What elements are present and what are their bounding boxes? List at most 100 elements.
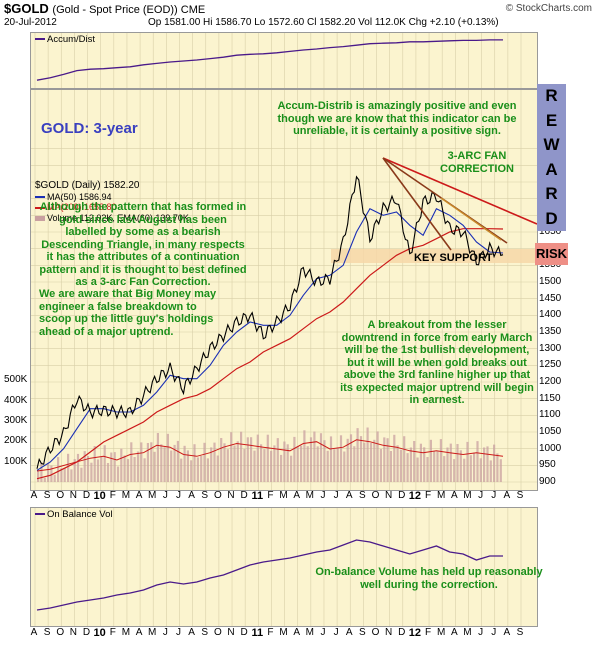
volume-bar <box>419 443 422 482</box>
x-tick-label: D <box>240 627 248 638</box>
x-tick-label: S <box>43 490 51 501</box>
volume-bar <box>283 441 286 482</box>
x-tick-label: F <box>424 627 432 638</box>
x-tick-label: A <box>135 490 143 501</box>
volume-bar <box>166 433 169 482</box>
x-tick-label: F <box>267 490 274 501</box>
main-price-panel: GOLD: 3-year $GOLD (Daily) 1582.20 MA(50… <box>4 89 561 491</box>
volume-bar <box>466 441 469 482</box>
x-tick-label: M <box>121 490 131 501</box>
volume-bar <box>213 442 216 482</box>
volume-bar <box>489 460 492 482</box>
volume-bar <box>373 439 376 482</box>
volume-bar <box>106 463 110 482</box>
volume-bar <box>206 458 209 482</box>
volume-bar <box>389 451 392 482</box>
volume-bar <box>403 436 406 482</box>
volume-bar <box>363 442 366 482</box>
volume-bar <box>309 437 313 482</box>
volume-bar <box>146 443 149 482</box>
volume-bar <box>486 446 489 482</box>
volume-bar <box>406 453 409 482</box>
x-tick-label: M <box>279 490 288 501</box>
volume-bar <box>93 446 96 482</box>
legend: $GOLD (Daily) 1582.20 MA(50) 1586.94 MA(… <box>35 180 189 223</box>
volume-bar <box>459 450 462 482</box>
volume-bar <box>369 442 373 482</box>
volume-ema-line <box>36 439 504 472</box>
x-tick-label: M <box>279 627 288 638</box>
volume-bar <box>319 433 323 482</box>
y-tick-label: 1250 <box>539 359 562 371</box>
key-support-band <box>331 249 537 263</box>
y-tick-label: 1500 <box>539 276 562 287</box>
volume-bar <box>433 451 436 482</box>
volume-bar <box>473 452 476 482</box>
x-tick-label: A <box>188 490 195 501</box>
x-tick-label: 12 <box>408 627 422 639</box>
x-tick-label: J <box>162 627 168 638</box>
volume-bar <box>326 450 329 482</box>
volume-bar <box>233 445 236 482</box>
volume-bar <box>186 450 189 482</box>
volume-bar <box>37 469 40 482</box>
y-tick-label: 1400 <box>539 309 562 321</box>
volume-bar <box>193 444 196 482</box>
x-tick-label: A <box>345 490 353 501</box>
x-tick-label: S <box>516 627 524 638</box>
volume-bar <box>116 466 120 482</box>
x-tick-label: D <box>82 490 91 501</box>
x-tick-label: D <box>82 627 91 638</box>
volume-bar <box>120 448 123 482</box>
volume-bar <box>393 434 396 482</box>
subtitle: (Gold - Spot Price (EOD)) CME <box>52 4 206 16</box>
volume-bar <box>170 450 173 482</box>
volume-bar <box>286 444 289 482</box>
x-tick-label: O <box>214 490 222 501</box>
x-tick-label: S <box>359 627 366 638</box>
y-tick-label: 1450 <box>539 292 562 304</box>
volume-bar <box>86 456 90 482</box>
volume-bar <box>399 449 402 482</box>
x-tick-label: 11 <box>251 627 264 639</box>
volume-bar <box>156 433 159 482</box>
x-tick-label: J <box>491 627 497 638</box>
annotation-bigmoney: We are aware that Big Money may engineer… <box>39 288 217 338</box>
x-tick-label: S <box>43 627 51 638</box>
volume-bar <box>353 446 356 482</box>
x-tick-label: N <box>227 490 235 501</box>
x-tick-label: D <box>240 490 248 501</box>
accum-dist-panel: Accum/Dist <box>30 32 538 89</box>
annotation-breakout: A breakout from the lesser downtrend in … <box>340 319 534 406</box>
x-tick-label: N <box>69 627 77 638</box>
annotation-fan: 3-ARC FAN CORRECTION <box>440 150 514 175</box>
volume-bar <box>313 431 316 482</box>
volume-bar <box>329 436 333 482</box>
volume-bar <box>443 456 446 482</box>
y-tick-label: 1200 <box>539 376 562 387</box>
volume-bar <box>463 458 466 482</box>
volume-bar <box>469 455 472 482</box>
volume-bar <box>449 443 452 482</box>
volume-bar <box>316 446 319 482</box>
volume-bar <box>203 442 206 482</box>
volume-bar <box>160 444 163 482</box>
volume-bar <box>143 458 146 482</box>
volume-bar <box>73 459 76 482</box>
x-tick-label: M <box>121 627 131 638</box>
volume-bar <box>296 446 299 482</box>
volume-bar <box>493 444 496 482</box>
volume-bar <box>63 467 66 482</box>
price-line <box>36 175 504 469</box>
volume-bar <box>196 457 199 482</box>
x-tick-label: J <box>478 490 484 501</box>
volume-bar <box>243 448 246 482</box>
x-tick-label: A <box>503 490 511 501</box>
volume-bar <box>113 452 116 482</box>
x-tick-label: F <box>109 490 116 501</box>
volume-bar <box>496 453 499 482</box>
volume-bar <box>226 449 229 482</box>
obv-line <box>36 539 503 611</box>
legend-ma200: MA(200) 1658.80 <box>35 202 189 213</box>
volume-bar <box>130 442 133 482</box>
